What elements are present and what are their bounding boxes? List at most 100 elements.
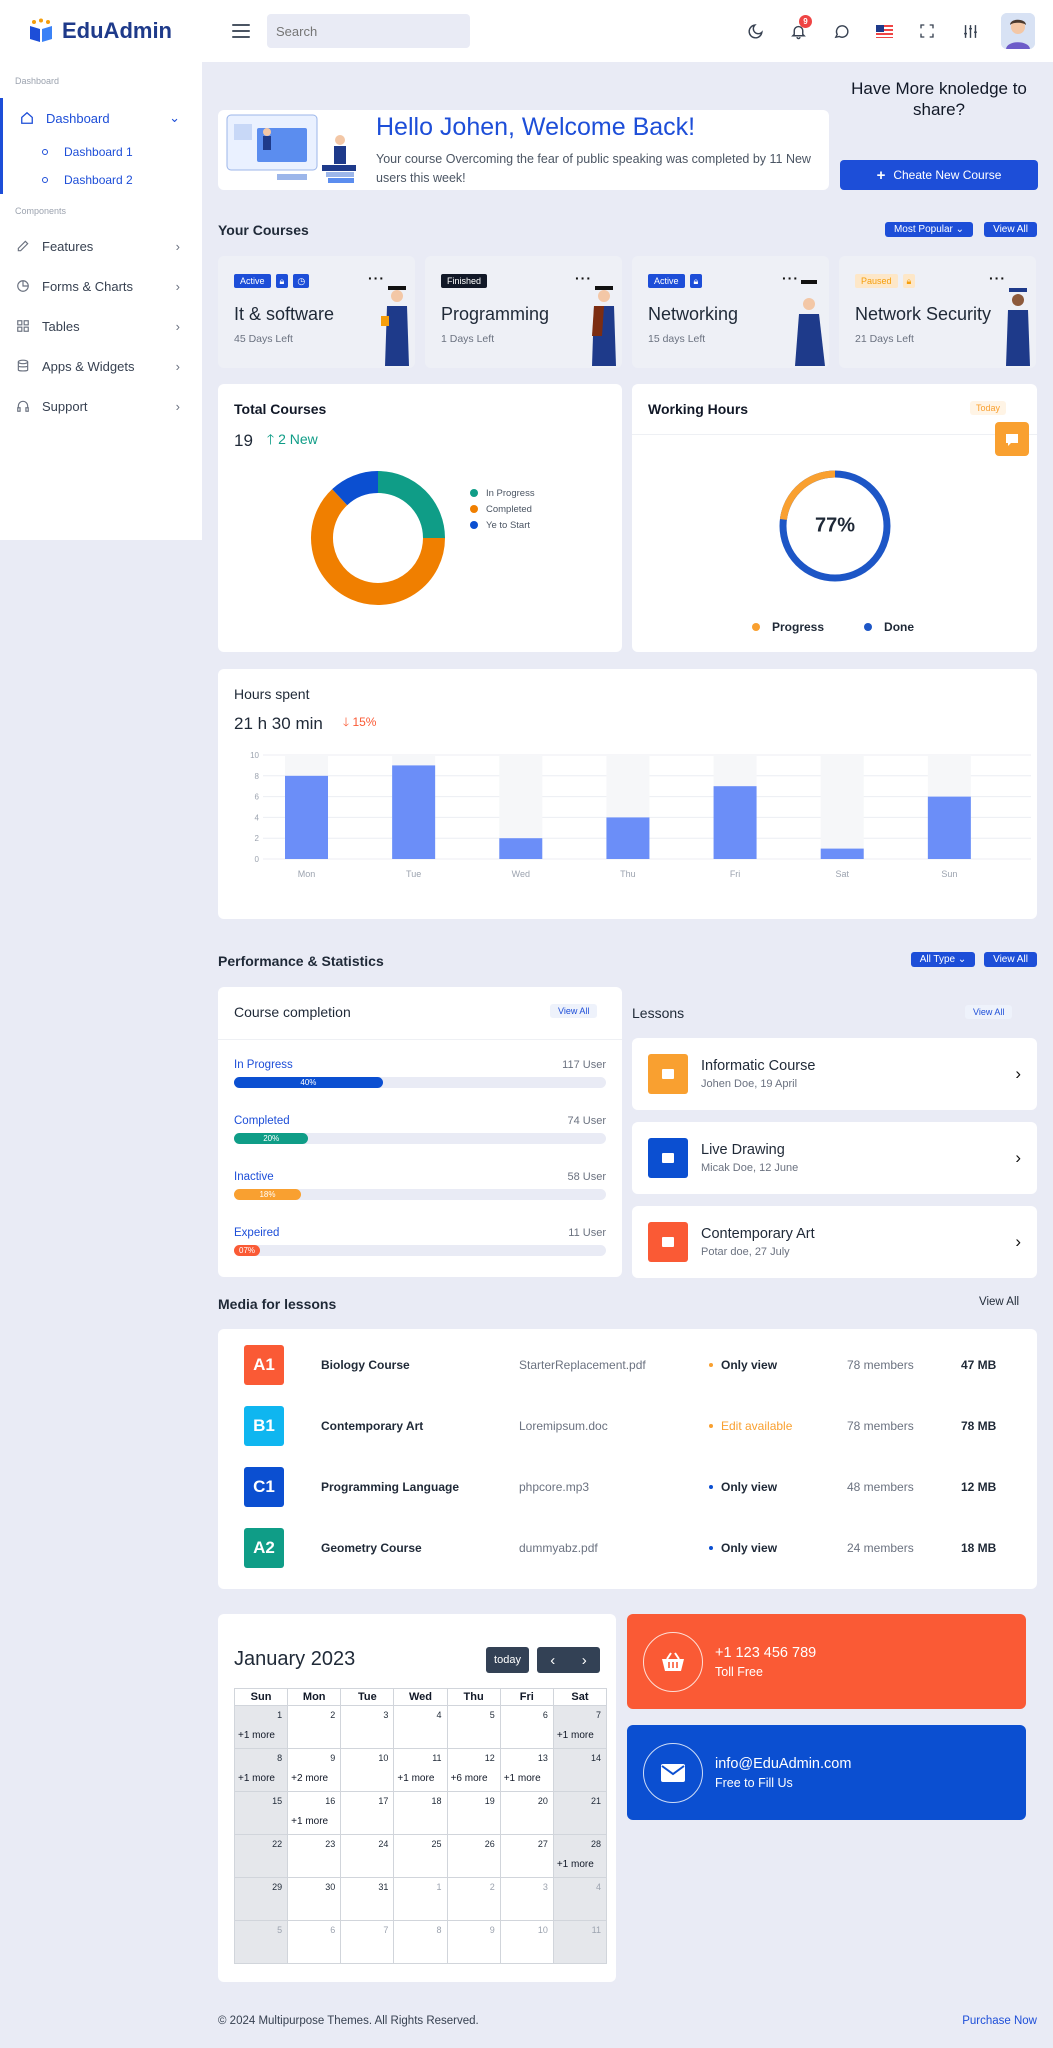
calendar-day-cell[interactable]: 25	[393, 1834, 448, 1878]
calendar-day-cell[interactable]: 2	[446, 1877, 501, 1921]
user-avatar[interactable]	[1001, 13, 1035, 49]
calendar-day-cell[interactable]: 23	[287, 1834, 342, 1878]
sidebar-item-dashboard[interactable]: Dashboard ⌄	[0, 98, 202, 138]
chevron-right-icon[interactable]: ›	[1015, 1148, 1021, 1167]
calendar-day-cell[interactable]: 2	[287, 1705, 342, 1749]
calendar-day-cell[interactable]: 12 +6 more	[446, 1748, 501, 1792]
course-card[interactable]: Paused 🔒︎ ··· Network Security 21 Days Le…	[839, 256, 1036, 368]
media-view-all-link[interactable]: View All	[979, 1296, 1020, 1308]
calendar-day-cell[interactable]: 24	[340, 1834, 395, 1878]
chevron-right-icon[interactable]: ›	[1015, 1232, 1021, 1251]
phone-contact-card[interactable]: +1 123 456 789 Toll Free	[627, 1614, 1026, 1709]
calendar-day-cell[interactable]: 10	[499, 1920, 554, 1964]
fullscreen-icon[interactable]	[915, 19, 939, 43]
calendar-day-cell[interactable]: 13 +1 more	[499, 1748, 554, 1792]
calendar-more-link[interactable]: +1 more	[238, 1730, 275, 1741]
media-row[interactable]: C1 Programming Language phpcore.mp3 Only vi…	[244, 1467, 1014, 1507]
sidebar-subitem-dashboard-2[interactable]: Dashboard 2	[3, 166, 202, 194]
sidebar-item-tables[interactable]: Tables ›	[0, 306, 202, 346]
calendar-day-cell[interactable]: 15	[233, 1791, 289, 1835]
us-flag-icon[interactable]	[872, 19, 896, 43]
calendar-more-link[interactable]: +1 more	[238, 1773, 275, 1784]
performance-view-all-button[interactable]: View All	[984, 952, 1037, 967]
lessons-view-all-button[interactable]: View All	[965, 1005, 1013, 1019]
calendar-day-cell[interactable]: 17	[340, 1791, 395, 1835]
sidebar-item-forms-charts[interactable]: Forms & Charts ›	[0, 266, 202, 306]
calendar-day-cell[interactable]: 9	[446, 1920, 501, 1964]
more-options-icon[interactable]: ···	[989, 270, 1006, 286]
calendar-day-cell[interactable]: 3	[340, 1705, 395, 1749]
sidebar-item-features[interactable]: Features ›	[0, 226, 202, 266]
more-options-icon[interactable]: ···	[368, 270, 385, 286]
calendar-day-cell[interactable]: 11 +1 more	[393, 1748, 448, 1792]
calendar-day-cell[interactable]: 22	[233, 1834, 289, 1878]
search-input[interactable]	[267, 14, 470, 48]
calendar-day-cell[interactable]: 1 +1 more	[233, 1705, 289, 1749]
chevron-left-icon[interactable]: ‹	[550, 1651, 556, 1669]
calendar-day-cell[interactable]: 14	[552, 1748, 608, 1792]
completion-view-all-button[interactable]: View All	[550, 1004, 598, 1018]
calendar-day-cell[interactable]: 26	[446, 1834, 501, 1878]
sidebar-item-support[interactable]: Support ›	[0, 386, 202, 426]
settings-sliders-icon[interactable]	[958, 19, 982, 43]
calendar-day-cell[interactable]: 7	[340, 1920, 395, 1964]
brand-logo[interactable]: EduAdmin	[0, 18, 202, 44]
calendar-more-link[interactable]: +6 more	[450, 1773, 488, 1784]
courses-filter-dropdown[interactable]: Most Popular ⌄	[885, 222, 973, 237]
chat-float-button[interactable]	[995, 422, 1029, 456]
calendar-day-cell[interactable]: 10	[340, 1748, 395, 1792]
calendar-day-cell[interactable]: 20	[499, 1791, 554, 1835]
calendar-day-cell[interactable]: 8 +1 more	[233, 1748, 289, 1792]
notification-bell-icon[interactable]: 9	[786, 15, 812, 43]
media-row[interactable]: A1 Biology Course StarterReplacement.pdf On…	[244, 1345, 1014, 1385]
purchase-now-link[interactable]: Purchase Now	[962, 2015, 1037, 2027]
email-contact-card[interactable]: info@EduAdmin.com Free to Fill Us	[627, 1725, 1026, 1820]
more-options-icon[interactable]: ···	[782, 270, 799, 286]
calendar-day-cell[interactable]: 6	[499, 1705, 554, 1749]
calendar-day-cell[interactable]: 31	[340, 1877, 395, 1921]
calendar-day-cell[interactable]: 18	[393, 1791, 448, 1835]
lesson-item[interactable]: Contemporary Art Potar doe, 27 July ›	[632, 1206, 1037, 1278]
calendar-day-cell[interactable]: 16 +1 more	[287, 1791, 342, 1835]
working-hours-filter[interactable]: Today	[970, 401, 1007, 415]
chat-bubble-icon[interactable]	[829, 19, 853, 43]
lesson-item[interactable]: Live Drawing Micak Doe, 12 June ›	[632, 1122, 1037, 1194]
calendar-day-cell[interactable]: 21	[552, 1791, 608, 1835]
calendar-day-cell[interactable]: 29	[233, 1877, 289, 1921]
course-card[interactable]: Active 🔒︎ ◷ ··· It & software 45 Days Left	[218, 256, 415, 368]
course-card[interactable]: Active 🔒︎ ··· Networking 15 days Left	[632, 256, 829, 368]
calendar-day-cell[interactable]: 6	[287, 1920, 342, 1964]
calendar-more-link[interactable]: +1 more	[397, 1773, 435, 1784]
calendar-day-cell[interactable]: 1	[393, 1877, 448, 1921]
calendar-day-cell[interactable]: 7 +1 more	[552, 1705, 608, 1749]
calendar-day-cell[interactable]: 5	[446, 1705, 501, 1749]
performance-filter-dropdown[interactable]: All Type ⌄	[911, 952, 975, 967]
sidebar-subitem-dashboard-1[interactable]: Dashboard 1	[3, 138, 202, 166]
calendar-today-button[interactable]: today	[486, 1647, 529, 1673]
calendar-day-cell[interactable]: 3	[499, 1877, 554, 1921]
courses-view-all-button[interactable]: View All	[984, 222, 1037, 237]
calendar-more-link[interactable]: +1 more	[503, 1773, 541, 1784]
course-card[interactable]: Finished ··· Programming 1 Days Left	[425, 256, 622, 368]
calendar-day-cell[interactable]: 4	[552, 1877, 608, 1921]
media-row[interactable]: B1 Contemporary Art Loremipsum.doc Edit ava…	[244, 1406, 1014, 1446]
calendar-day-cell[interactable]: 30	[287, 1877, 342, 1921]
calendar-day-cell[interactable]: 8	[393, 1920, 448, 1964]
chevron-right-icon[interactable]: ›	[581, 1651, 587, 1669]
calendar-more-link[interactable]: +1 more	[291, 1816, 329, 1827]
calendar-day-cell[interactable]: 11	[552, 1920, 608, 1964]
menu-toggle-icon[interactable]	[232, 24, 250, 38]
calendar-day-cell[interactable]: 4	[393, 1705, 448, 1749]
media-row[interactable]: A2 Geometry Course dummyabz.pdf Only view 24…	[244, 1528, 1014, 1568]
calendar-day-cell[interactable]: 5	[233, 1920, 289, 1964]
chevron-right-icon[interactable]: ›	[1015, 1064, 1021, 1083]
dark-mode-moon-icon[interactable]	[743, 19, 767, 43]
calendar-day-cell[interactable]: 9 +2 more	[287, 1748, 342, 1792]
calendar-more-link[interactable]: +1 more	[556, 1859, 594, 1870]
calendar-more-link[interactable]: +1 more	[556, 1730, 594, 1741]
sidebar-item-apps-widgets[interactable]: Apps & Widgets ›	[0, 346, 202, 386]
create-course-button[interactable]: + Cheate New Course	[840, 160, 1038, 190]
calendar-day-cell[interactable]: 19	[446, 1791, 501, 1835]
lesson-item[interactable]: Informatic Course Johen Doe, 19 April ›	[632, 1038, 1037, 1110]
calendar-more-link[interactable]: +2 more	[291, 1773, 329, 1784]
